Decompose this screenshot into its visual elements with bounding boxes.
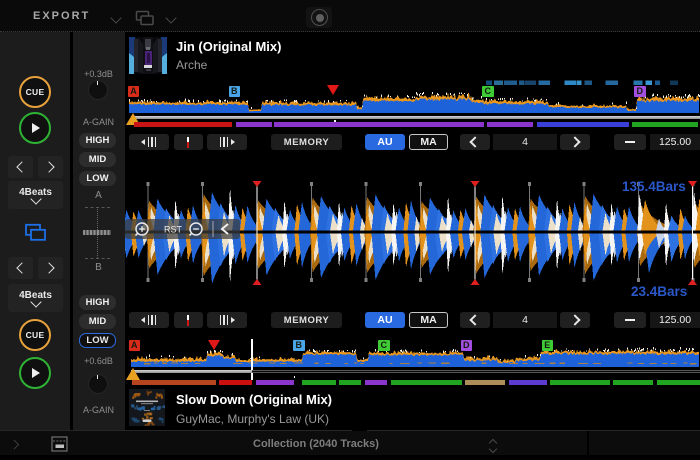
svg-text:RST: RST bbox=[164, 225, 183, 235]
